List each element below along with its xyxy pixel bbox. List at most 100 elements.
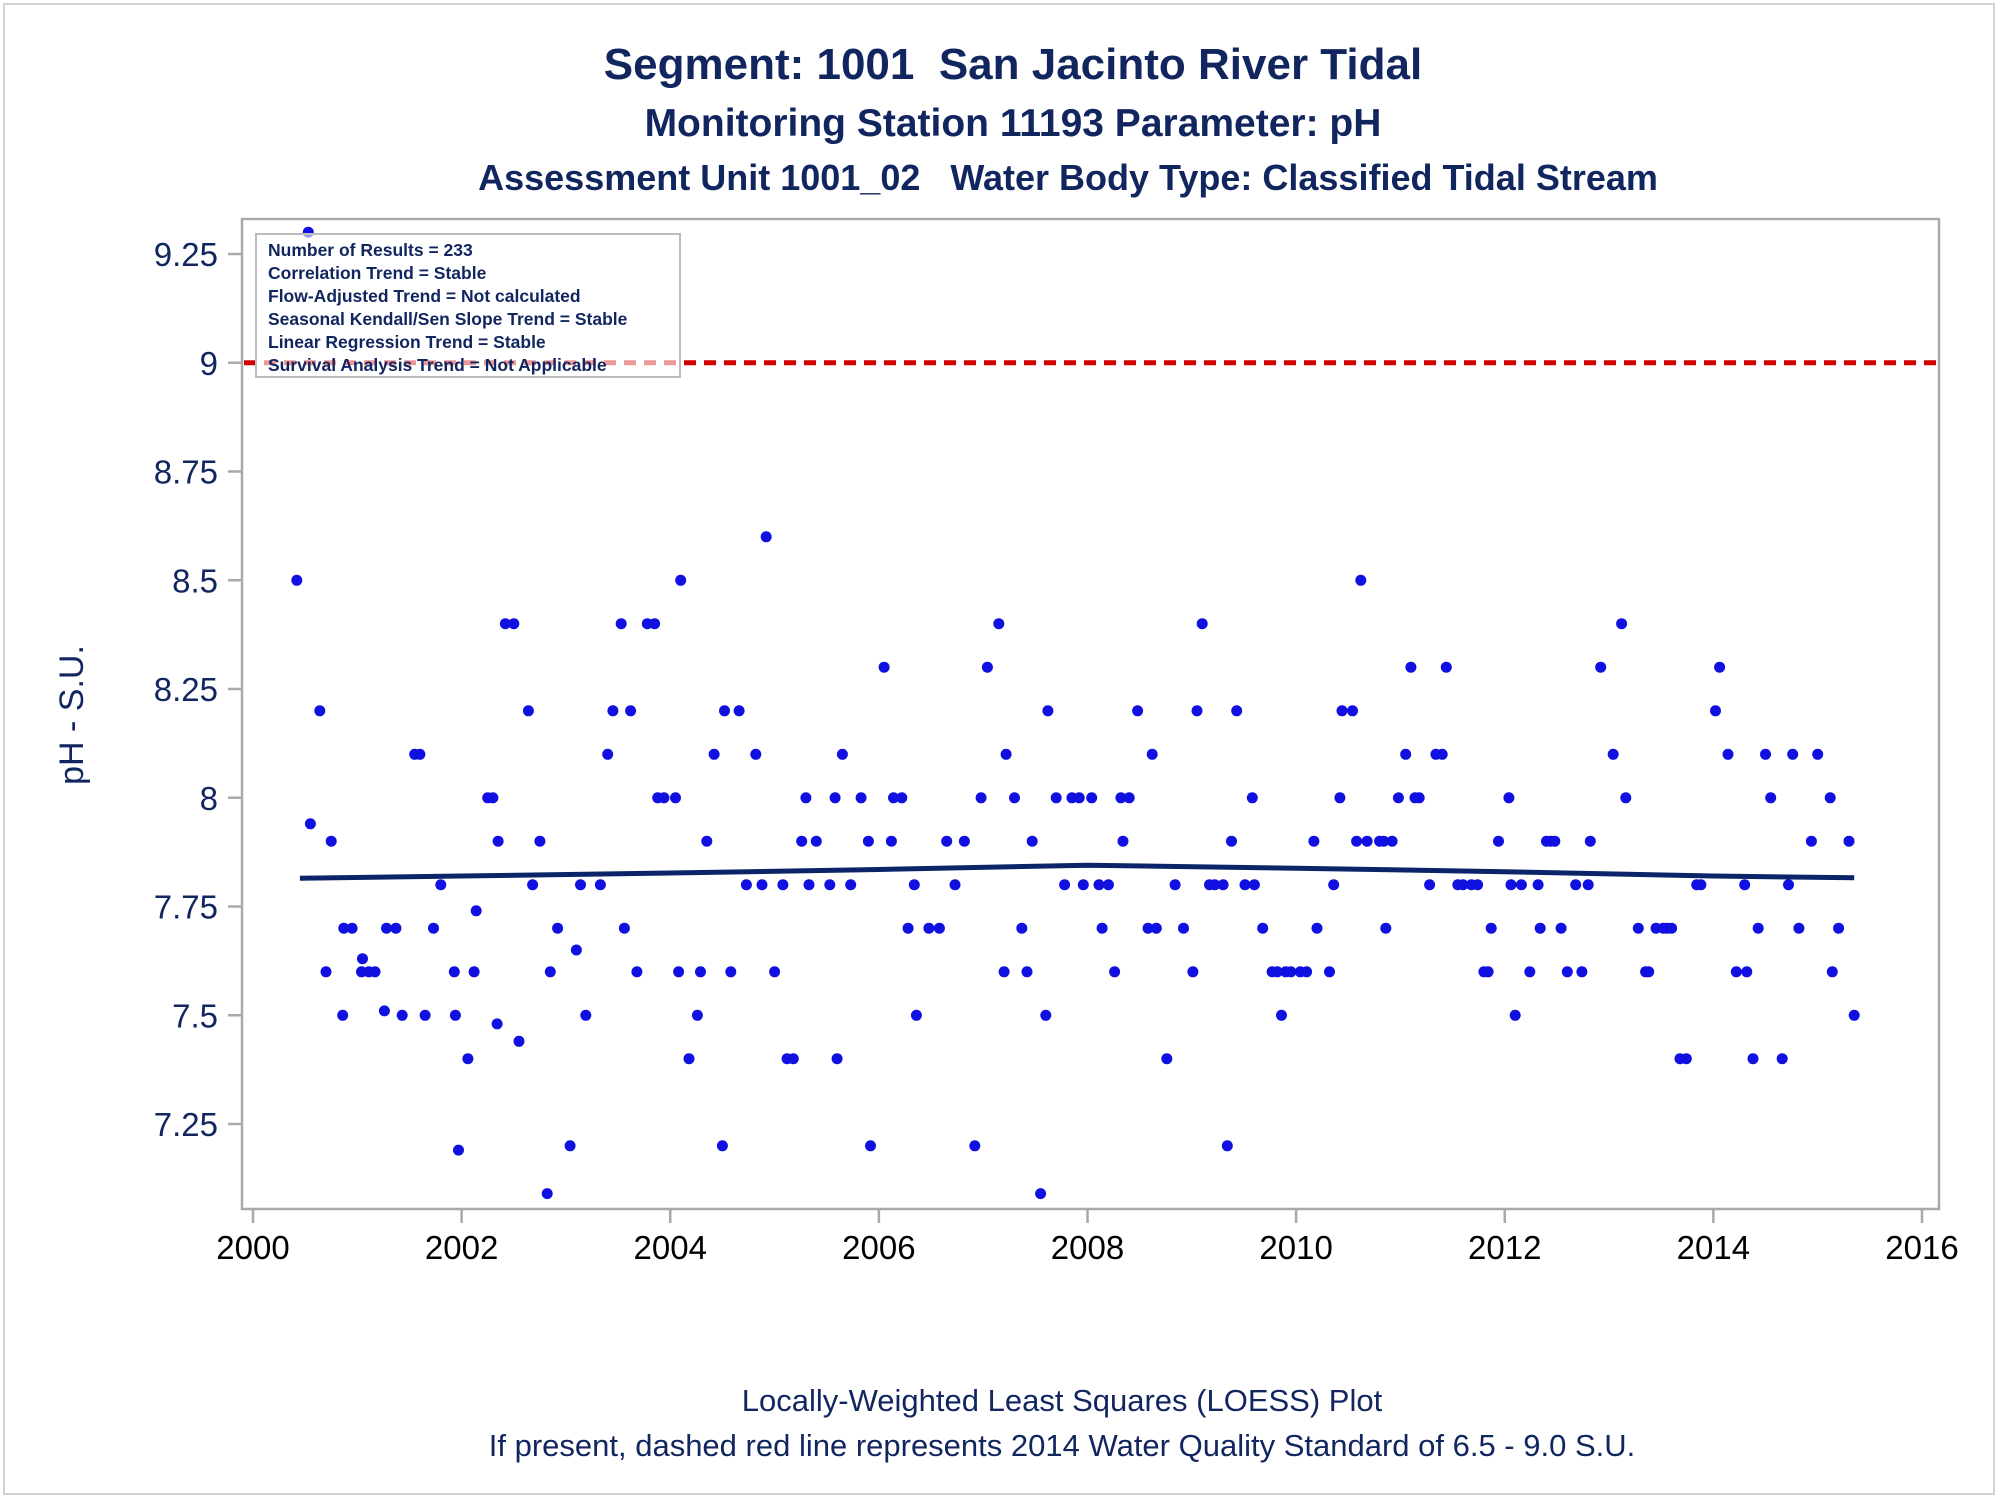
y-axis: 7.25 7.5 7.75 8 8.25 8.5 8.75 9 9.25 (154, 236, 242, 1143)
y-tick-label: 9 (200, 345, 218, 382)
data-point (1680, 1053, 1692, 1065)
data-point (314, 705, 326, 717)
data-point (910, 1009, 922, 1021)
data-point (492, 835, 504, 847)
data-point (390, 922, 402, 934)
data-point (1561, 966, 1573, 978)
data-point (1221, 1140, 1233, 1152)
data-point (470, 905, 482, 917)
data-point (708, 748, 720, 760)
x-tick-label: 2004 (634, 1229, 707, 1266)
data-point (1086, 792, 1098, 804)
data-point (435, 879, 447, 891)
data-point (949, 879, 961, 891)
loess-trend-line (299, 862, 1855, 881)
data-point (649, 618, 661, 630)
data-point (325, 835, 337, 847)
data-point (522, 705, 534, 717)
data-point (1752, 922, 1764, 934)
data-point (1848, 1009, 1860, 1021)
data-point (1722, 748, 1734, 760)
data-point (607, 705, 619, 717)
data-point (1643, 966, 1655, 978)
data-point (631, 966, 643, 978)
y-tick-label: 8.5 (172, 562, 218, 599)
data-point (1009, 792, 1020, 804)
data-point (941, 835, 953, 847)
y-tick-label: 9.25 (154, 236, 218, 273)
data-point (933, 922, 945, 934)
y-tick-label: 7.5 (172, 997, 218, 1034)
data-point (1485, 922, 1497, 934)
data-point (552, 922, 564, 934)
data-point (701, 835, 713, 847)
data-point (1392, 792, 1404, 804)
data-point (369, 966, 381, 978)
data-point (602, 748, 614, 760)
data-point (1666, 922, 1678, 934)
data-point (787, 1053, 799, 1065)
x-tick-label: 2002 (425, 1229, 498, 1266)
data-point (1595, 661, 1607, 673)
data-point (1787, 748, 1799, 760)
data-point (1503, 792, 1515, 804)
data-point (1386, 835, 1398, 847)
data-point (1132, 705, 1144, 717)
data-point (670, 792, 681, 804)
y-axis-label: pH - S.U. (53, 645, 91, 785)
data-point (691, 1009, 703, 1021)
data-point (1246, 792, 1258, 804)
data-point (1509, 1009, 1521, 1021)
x-tick-label: 2000 (216, 1229, 289, 1266)
data-point (357, 953, 368, 965)
data-point (1347, 705, 1358, 717)
data-point (346, 922, 358, 934)
data-point (829, 792, 841, 804)
x-tick-label: 2010 (1259, 1229, 1332, 1266)
data-point (803, 879, 815, 891)
data-point (1482, 966, 1494, 978)
data-point (1378, 835, 1390, 847)
data-point (1271, 966, 1283, 978)
data-point (1042, 705, 1054, 717)
data-point (1616, 618, 1628, 630)
data-point (1833, 922, 1845, 934)
data-point (675, 574, 687, 586)
data-point (824, 879, 836, 891)
data-point (1328, 879, 1340, 891)
data-point (1632, 922, 1644, 934)
data-point (1311, 922, 1323, 934)
data-point (1351, 835, 1363, 847)
x-axis: 2000 2002 2004 2006 2008 2010 2012 2014 2016 (216, 1209, 1959, 1266)
data-point (1217, 879, 1229, 891)
data-point (673, 966, 685, 978)
y-tick-label: 8.75 (154, 454, 218, 491)
data-point (1035, 1188, 1047, 1200)
data-point (1196, 618, 1208, 630)
data-point (796, 835, 808, 847)
data-point (1457, 879, 1469, 891)
data-point (615, 618, 627, 630)
y-tick-label: 8 (200, 780, 218, 817)
info-line-results: Number of Results = 233 (268, 240, 473, 260)
data-point (740, 879, 752, 891)
data-point (378, 1005, 390, 1017)
data-point (453, 1144, 464, 1156)
data-point (1436, 748, 1448, 760)
data-point (1096, 922, 1108, 934)
data-point (750, 748, 762, 760)
data-point (1073, 792, 1085, 804)
data-point (1576, 966, 1588, 978)
data-point (428, 922, 439, 934)
data-point (575, 879, 586, 891)
chart-frame (3, 3, 1995, 1495)
data-point (733, 705, 745, 717)
data-point (998, 966, 1010, 978)
data-point (760, 531, 772, 543)
data-point (1620, 792, 1632, 804)
data-point (1812, 748, 1824, 760)
data-point (1050, 792, 1062, 804)
data-point (1534, 922, 1546, 934)
info-box-border (255, 233, 681, 378)
